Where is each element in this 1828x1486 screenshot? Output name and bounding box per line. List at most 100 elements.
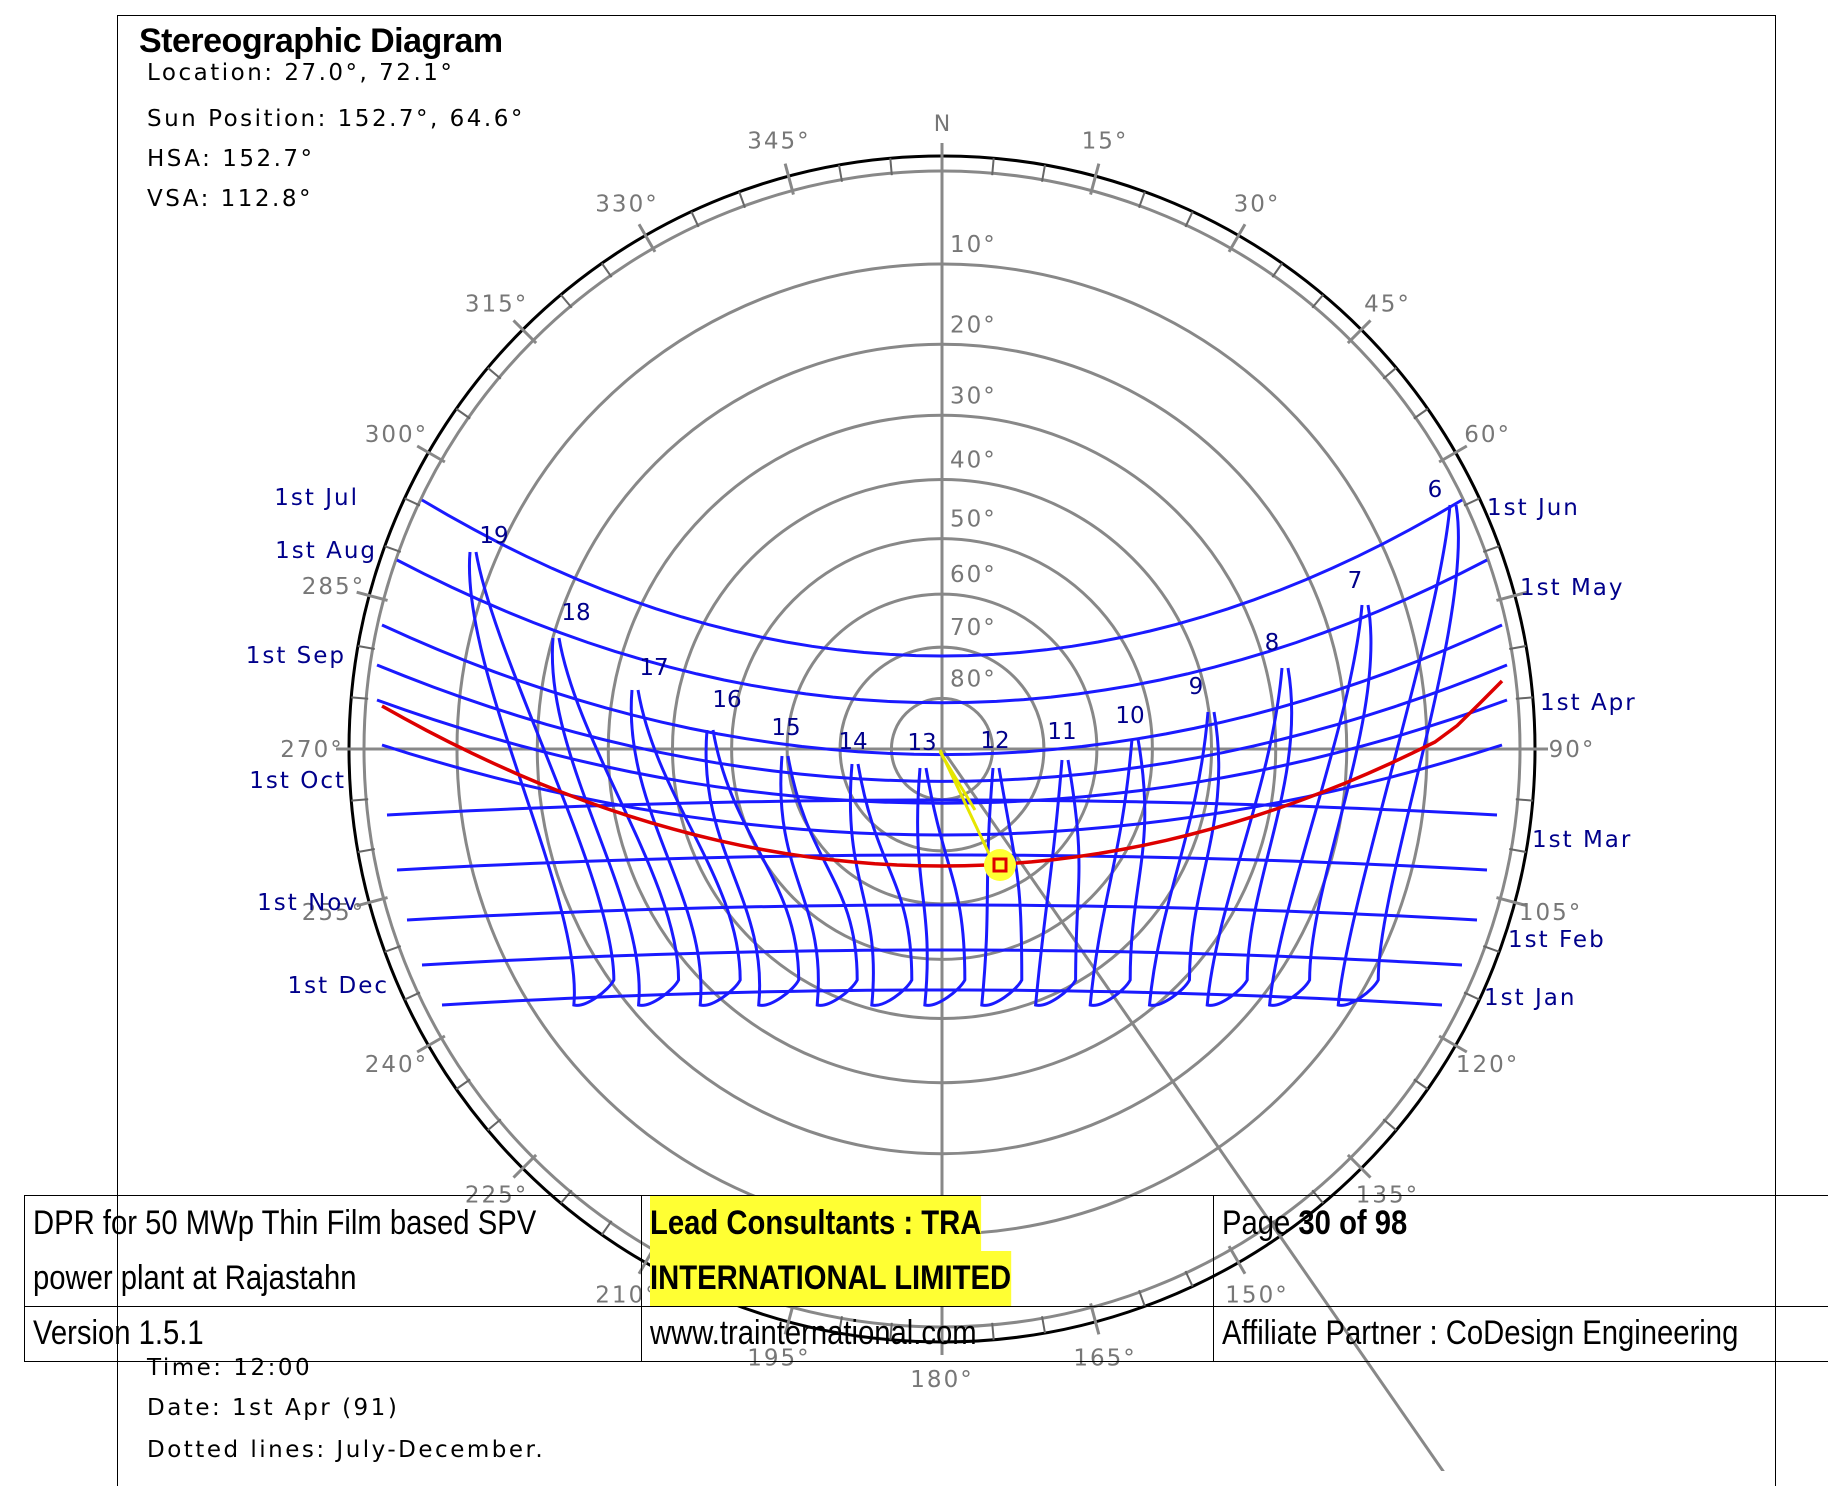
date-readout: Date: 1st Apr (91) [147, 1395, 399, 1421]
hour-label: 13 [907, 730, 936, 756]
azimuth-label: 60° [1464, 422, 1511, 448]
hour-label: 8 [1265, 630, 1280, 656]
date-label-left: 1st Nov [257, 890, 359, 916]
azimuth-tick [1348, 1155, 1371, 1178]
azimuth-label: 90° [1549, 737, 1596, 763]
azimuth-label: 315° [465, 292, 528, 318]
hour-label: 15 [771, 715, 800, 741]
azimuth-tick [513, 320, 536, 343]
project-line-2: power plant at Rajastahn [33, 1251, 356, 1306]
page-footer: DPR for 50 MWp Thin Film based SPV power… [24, 1195, 1828, 1362]
azimuth-tick [561, 295, 572, 308]
date-label-left: 1st Sep [246, 643, 346, 669]
azimuth-tick [602, 263, 612, 277]
date-label-right: 1st May [1520, 575, 1625, 601]
altitude-label: 10° [950, 232, 997, 258]
hour-label: 17 [639, 655, 668, 681]
sun-azimuth-line [942, 749, 1502, 1471]
azimuth-tick [456, 1079, 470, 1089]
azimuth-label: 180° [910, 1367, 973, 1393]
date-label-right: 1st Mar [1532, 827, 1632, 853]
altitude-label: 20° [950, 312, 997, 338]
azimuth-tick [513, 1155, 536, 1178]
sun-position-readout: Sun Position: 152.7°, 64.6° [147, 106, 525, 132]
project-line-1: DPR for 50 MWp Thin Film based SPV [33, 1196, 536, 1251]
azimuth-tick [1383, 368, 1396, 379]
date-label-left: 1st Aug [275, 538, 377, 564]
azimuth-tick [1464, 498, 1479, 505]
page-number: 30 [1298, 1204, 1331, 1242]
consultants-line-1: Lead Consultants : TRA [650, 1196, 981, 1251]
altitude-label: 80° [950, 666, 997, 692]
azimuth-tick [691, 212, 698, 227]
altitude-label: 60° [950, 562, 997, 588]
page-number-cell: Page 30 of 98 [1214, 1196, 1828, 1307]
date-label-left: 1st Oct [249, 768, 346, 794]
hour-label: 10 [1115, 703, 1144, 729]
azimuth-tick [1383, 1119, 1396, 1130]
sun-position-marker [984, 849, 1016, 881]
consultants-line-2: INTERNATIONAL LIMITED [650, 1251, 1011, 1306]
vsa-readout: VSA: 112.8° [147, 186, 313, 212]
azimuth-tick [1185, 212, 1192, 227]
website-cell[interactable]: www.trainternational.com [642, 1307, 1214, 1362]
version-cell: Version 1.5.1 [25, 1307, 642, 1362]
azimuth-tick [1348, 320, 1371, 343]
azimuth-tick [1414, 1079, 1428, 1089]
azimuth-tick [1312, 295, 1323, 308]
project-cell: DPR for 50 MWp Thin Film based SPV power… [25, 1196, 642, 1307]
sun-path-hour-line [1036, 760, 1079, 1005]
hour-label: 19 [479, 523, 508, 549]
altitude-label: 50° [950, 507, 997, 533]
hour-label: 11 [1047, 719, 1076, 745]
page-prefix: Page [1222, 1204, 1298, 1242]
hour-label: 18 [561, 600, 590, 626]
hour-label: 9 [1189, 674, 1204, 700]
altitude-label: 30° [950, 383, 997, 409]
azimuth-label: 270° [280, 737, 343, 763]
location-readout: Location: 27.0°, 72.1° [147, 60, 454, 86]
azimuth-label: 240° [365, 1052, 428, 1078]
azimuth-tick [1091, 164, 1099, 195]
azimuth-tick [456, 409, 470, 419]
azimuth-label: 285° [302, 574, 365, 600]
date-label-right: 1st Apr [1540, 690, 1637, 716]
altitude-label: 70° [950, 615, 997, 641]
affiliate-text: Affiliate Partner : CoDesign Engineering [1222, 1307, 1738, 1359]
date-label-right: 1st Feb [1508, 927, 1606, 953]
page-total: of 98 [1331, 1204, 1407, 1242]
consultants-cell: Lead Consultants : TRA INTERNATIONAL LIM… [642, 1196, 1214, 1307]
azimuth-tick [1414, 409, 1428, 419]
azimuth-tick [405, 498, 420, 505]
azimuth-label: 15° [1082, 128, 1129, 154]
affiliate-cell: Affiliate Partner : CoDesign Engineering [1214, 1307, 1828, 1362]
hour-label: 7 [1348, 568, 1363, 594]
north-label: N [934, 112, 950, 137]
azimuth-label: 120° [1456, 1052, 1519, 1078]
azimuth-label: 330° [595, 191, 658, 217]
diagram-title: Stereographic Diagram [139, 22, 503, 61]
azimuth-label: 30° [1234, 191, 1281, 217]
date-label-left: 1st Dec [288, 973, 389, 999]
website-link[interactable]: www.trainternational.com [650, 1307, 977, 1359]
sun-path-hour-line [469, 552, 613, 1005]
dotted-lines-note: Dotted lines: July-December. [147, 1437, 545, 1463]
hour-label: 6 [1428, 477, 1443, 503]
azimuth-tick [488, 368, 501, 379]
altitude-label: 40° [950, 447, 997, 473]
azimuth-tick [1272, 263, 1282, 277]
azimuth-tick [1464, 992, 1479, 999]
date-label-right: 1st Jun [1487, 495, 1580, 521]
hsa-readout: HSA: 152.7° [147, 146, 315, 172]
azimuth-tick [785, 164, 793, 195]
hour-label: 12 [980, 728, 1009, 754]
azimuth-label: 300° [365, 422, 428, 448]
version-text: Version 1.5.1 [33, 1307, 204, 1359]
hour-label: 16 [712, 687, 741, 713]
date-label-left: 1st Jul [274, 485, 359, 511]
hour-label: 14 [838, 729, 867, 755]
azimuth-tick [405, 992, 420, 999]
azimuth-label: 345° [747, 128, 810, 154]
azimuth-label: 105° [1519, 900, 1582, 926]
azimuth-label: 45° [1364, 292, 1411, 318]
